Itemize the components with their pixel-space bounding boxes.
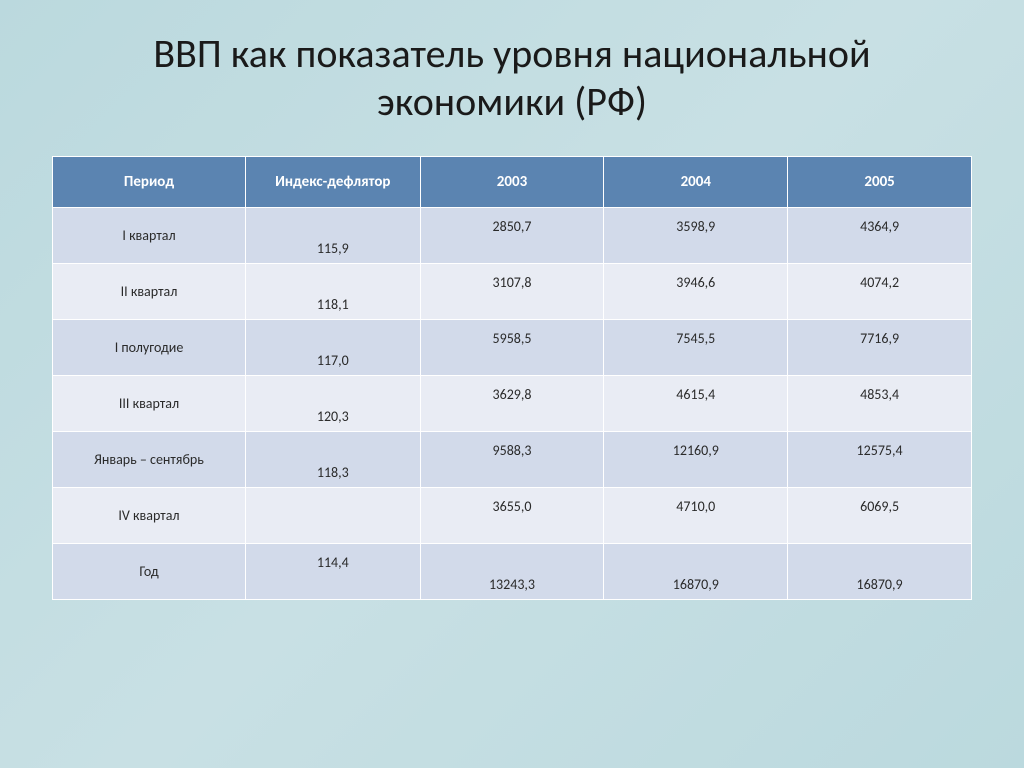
cell-2003: 9588,3 [420, 432, 604, 488]
table-row: II квартал 118,1 3107,8 3946,6 4074,2 [53, 264, 972, 320]
cell-deflator: 118,3 [245, 432, 420, 488]
cell-period: III квартал [53, 376, 246, 432]
header-2005: 2005 [788, 157, 972, 208]
cell-2003: 3629,8 [420, 376, 604, 432]
gdp-table-container: Период Индекс-дефлятор 2003 2004 2005 I … [52, 156, 972, 600]
gdp-table: Период Индекс-дефлятор 2003 2004 2005 I … [52, 156, 972, 600]
cell-2005: 6069,5 [788, 488, 972, 544]
cell-2005: 7716,9 [788, 320, 972, 376]
cell-2003: 13243,3 [420, 544, 604, 600]
header-deflator: Индекс-дефлятор [245, 157, 420, 208]
header-2004: 2004 [604, 157, 788, 208]
cell-2005: 16870,9 [788, 544, 972, 600]
cell-deflator: 115,9 [245, 208, 420, 264]
slide-title: ВВП как показатель уровня национальной э… [40, 20, 984, 126]
cell-2004: 3946,6 [604, 264, 788, 320]
table-row: Январь – сентябрь 118,3 9588,3 12160,9 1… [53, 432, 972, 488]
slide: ВВП как показатель уровня национальной э… [0, 0, 1024, 768]
table-body: I квартал 115,9 2850,7 3598,9 4364,9 II … [53, 208, 972, 600]
cell-period: II квартал [53, 264, 246, 320]
cell-2004: 12160,9 [604, 432, 788, 488]
cell-2004: 7545,5 [604, 320, 788, 376]
cell-period: Январь – сентябрь [53, 432, 246, 488]
cell-2003: 3655,0 [420, 488, 604, 544]
cell-2005: 4364,9 [788, 208, 972, 264]
cell-deflator: 117,0 [245, 320, 420, 376]
table-row: Год 114,4 13243,3 16870,9 16870,9 [53, 544, 972, 600]
header-period: Период [53, 157, 246, 208]
cell-deflator: 118,1 [245, 264, 420, 320]
cell-2004: 3598,9 [604, 208, 788, 264]
cell-period: IV квартал [53, 488, 246, 544]
table-row: III квартал 120,3 3629,8 4615,4 4853,4 [53, 376, 972, 432]
cell-2003: 2850,7 [420, 208, 604, 264]
cell-2005: 4074,2 [788, 264, 972, 320]
cell-deflator: 120,3 [245, 376, 420, 432]
cell-2005: 12575,4 [788, 432, 972, 488]
cell-2004: 4615,4 [604, 376, 788, 432]
cell-deflator: 114,4 [245, 544, 420, 600]
table-row: IV квартал 3655,0 4710,0 6069,5 [53, 488, 972, 544]
header-2003: 2003 [420, 157, 604, 208]
cell-2004: 16870,9 [604, 544, 788, 600]
cell-2004: 4710,0 [604, 488, 788, 544]
cell-2003: 5958,5 [420, 320, 604, 376]
cell-period: I полугодие [53, 320, 246, 376]
cell-period: I квартал [53, 208, 246, 264]
cell-2005: 4853,4 [788, 376, 972, 432]
cell-period: Год [53, 544, 246, 600]
cell-deflator [245, 488, 420, 544]
table-row: I полугодие 117,0 5958,5 7545,5 7716,9 [53, 320, 972, 376]
table-row: I квартал 115,9 2850,7 3598,9 4364,9 [53, 208, 972, 264]
table-header-row: Период Индекс-дефлятор 2003 2004 2005 [53, 157, 972, 208]
cell-2003: 3107,8 [420, 264, 604, 320]
